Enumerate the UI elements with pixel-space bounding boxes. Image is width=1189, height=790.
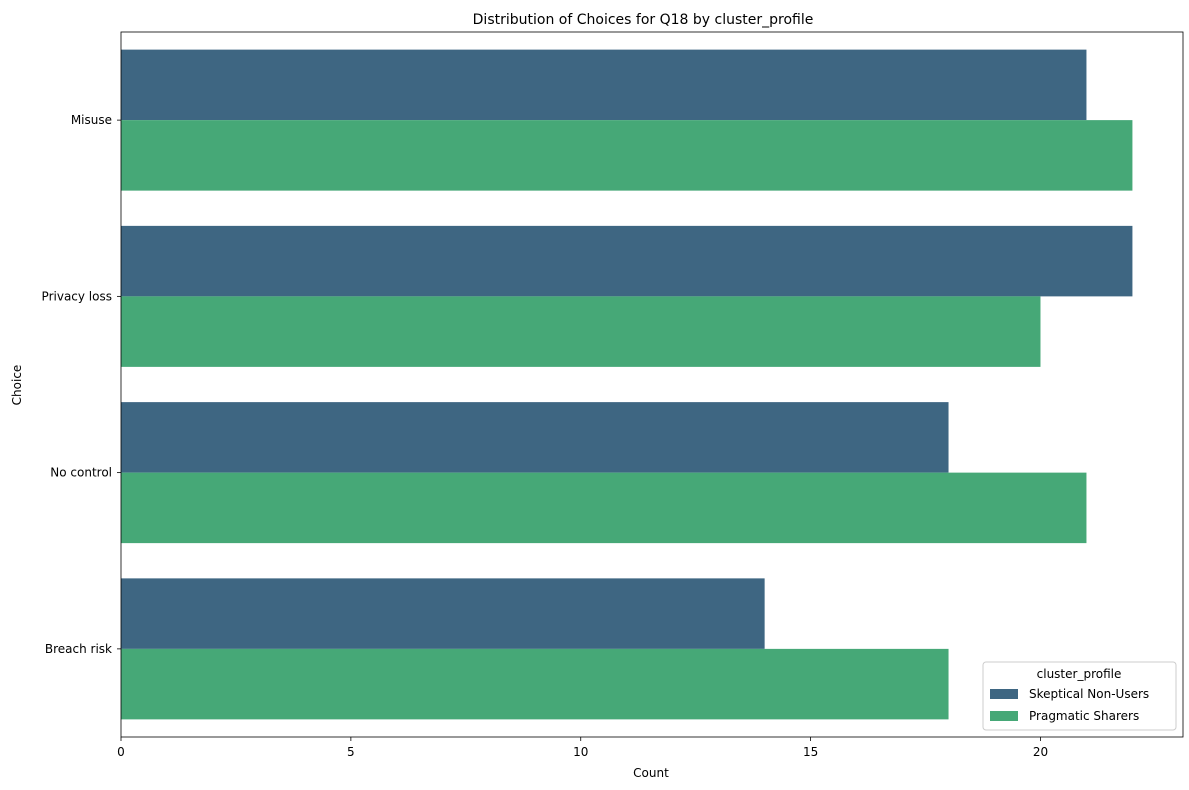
bar-no-control-series-1 [121, 472, 1087, 544]
x-axis-label: Count [633, 766, 669, 780]
bar-privacy-loss-series-0 [121, 225, 1133, 297]
y-tick-label: Breach risk [45, 642, 112, 656]
chart-title: Distribution of Choices for Q18 by clust… [473, 12, 814, 28]
x-tick-label: 5 [347, 745, 355, 759]
legend-title: cluster_profile [1037, 667, 1122, 681]
bar-no-control-series-0 [121, 402, 949, 473]
bar-misuse-series-0 [121, 49, 1087, 121]
x-tick-label: 0 [117, 745, 125, 759]
x-tick-group: 0 5 10 15 20 [117, 737, 1048, 759]
y-tick-label: Misuse [71, 113, 112, 127]
y-tick-label: Privacy loss [42, 289, 112, 303]
legend-swatch-skeptical [990, 689, 1018, 699]
legend-swatch-pragmatic [990, 711, 1018, 721]
plot-frame [120, 31, 1184, 738]
y-axis-label: Choice [10, 365, 24, 406]
bar-breach-risk-series-0 [121, 578, 765, 649]
y-tick-label: No control [50, 466, 112, 480]
bar-privacy-loss-series-1 [121, 296, 1041, 367]
y-tick-group: Misuse Privacy loss No control Breach risk [42, 113, 121, 656]
bar-misuse-series-1 [121, 120, 1133, 191]
bar-breach-risk-series-1 [121, 648, 949, 720]
legend-frame [982, 661, 1177, 731]
x-tick-label: 10 [573, 745, 588, 759]
bars-group [121, 49, 1133, 720]
legend: cluster_profile Skeptical Non-Users Prag… [982, 661, 1177, 731]
x-tick-label: 15 [803, 745, 818, 759]
legend-label-pragmatic: Pragmatic Sharers [1029, 709, 1139, 723]
legend-label-skeptical: Skeptical Non-Users [1029, 687, 1149, 701]
x-tick-label: 20 [1033, 745, 1048, 759]
